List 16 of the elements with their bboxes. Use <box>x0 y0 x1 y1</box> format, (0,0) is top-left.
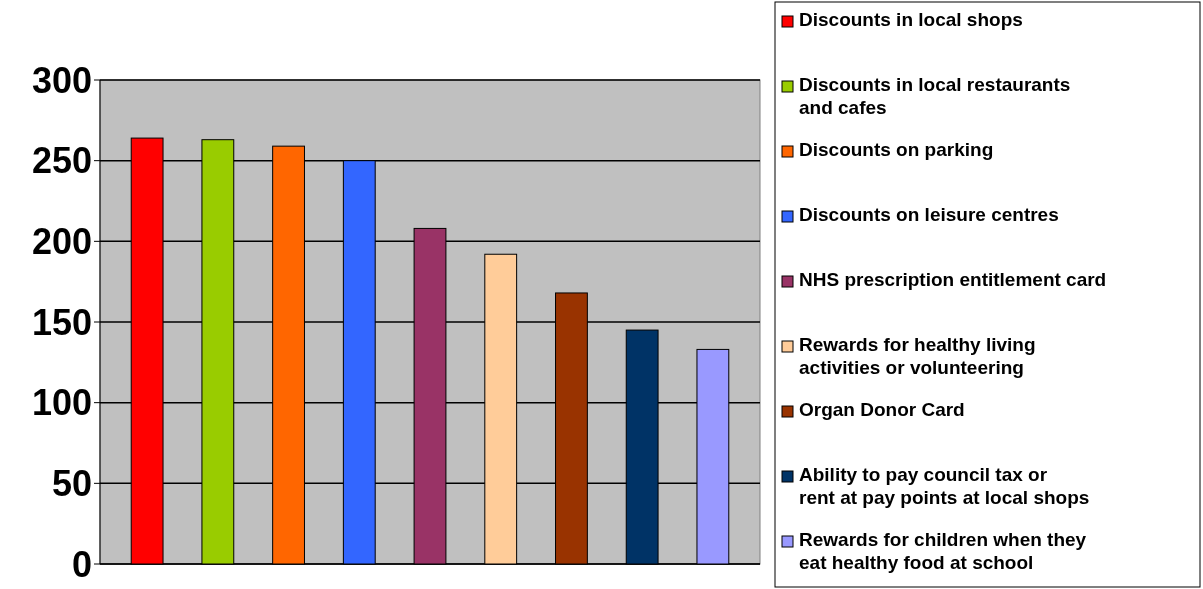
legend-label: NHS prescription entitlement card <box>799 269 1107 290</box>
y-tick-label: 300 <box>31 59 92 101</box>
y-tick-label: 250 <box>31 140 92 182</box>
y-tick-label: 200 <box>31 220 92 262</box>
legend-label: Organ Donor Card <box>799 399 965 420</box>
y-tick-label: 150 <box>31 301 92 343</box>
legend-label: Rewards for healthy living activities or volunteering <box>799 334 1036 378</box>
legend-label: Rewards for children when they eat healthy food at school <box>799 529 1087 573</box>
y-tick-label: 100 <box>31 382 92 424</box>
legend-label: Discounts in local shops <box>799 9 1023 30</box>
y-tick-label: 0 <box>71 543 92 585</box>
legend-label: Ability to pay council tax or rent at pay points at local shops <box>799 464 1090 508</box>
legend-label: Discounts on parking <box>799 139 994 160</box>
y-tick-label: 50 <box>51 462 92 504</box>
legend-label: Discounts in local restaurants and cafes <box>799 74 1071 118</box>
legend-label: Discounts on leisure centres <box>799 204 1059 225</box>
